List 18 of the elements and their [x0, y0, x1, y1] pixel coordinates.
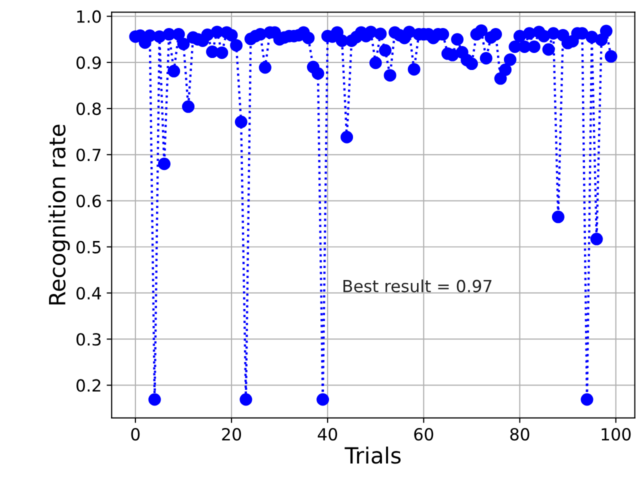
- x-axis-title: Trials: [344, 446, 401, 464]
- annotation: Best result = 0.97: [343, 279, 492, 292]
- x-tick-label: 60: [414, 428, 434, 441]
- x-tick-label: 100: [602, 428, 631, 441]
- x-tick-label: 20: [222, 428, 242, 441]
- x-tick-label: 0: [131, 428, 140, 441]
- x-tick-label: 80: [510, 428, 530, 441]
- x-tick-label: 40: [318, 428, 338, 441]
- y-tick-label: 0.5: [76, 240, 100, 254]
- y-tick-label: 0.9: [76, 56, 101, 69]
- y-tick-label: 1.0: [77, 10, 101, 23]
- y-tick-label: 0.3: [76, 333, 101, 346]
- y-tick-label: 0.7: [76, 148, 101, 162]
- y-tick-label: 0.2: [76, 379, 100, 392]
- y-axis-title: Recognition rate: [48, 124, 70, 304]
- y-tick-label: 0.8: [76, 102, 101, 116]
- y-tick-label: 0.4: [76, 286, 101, 300]
- y-tick-label: 0.6: [76, 194, 101, 208]
